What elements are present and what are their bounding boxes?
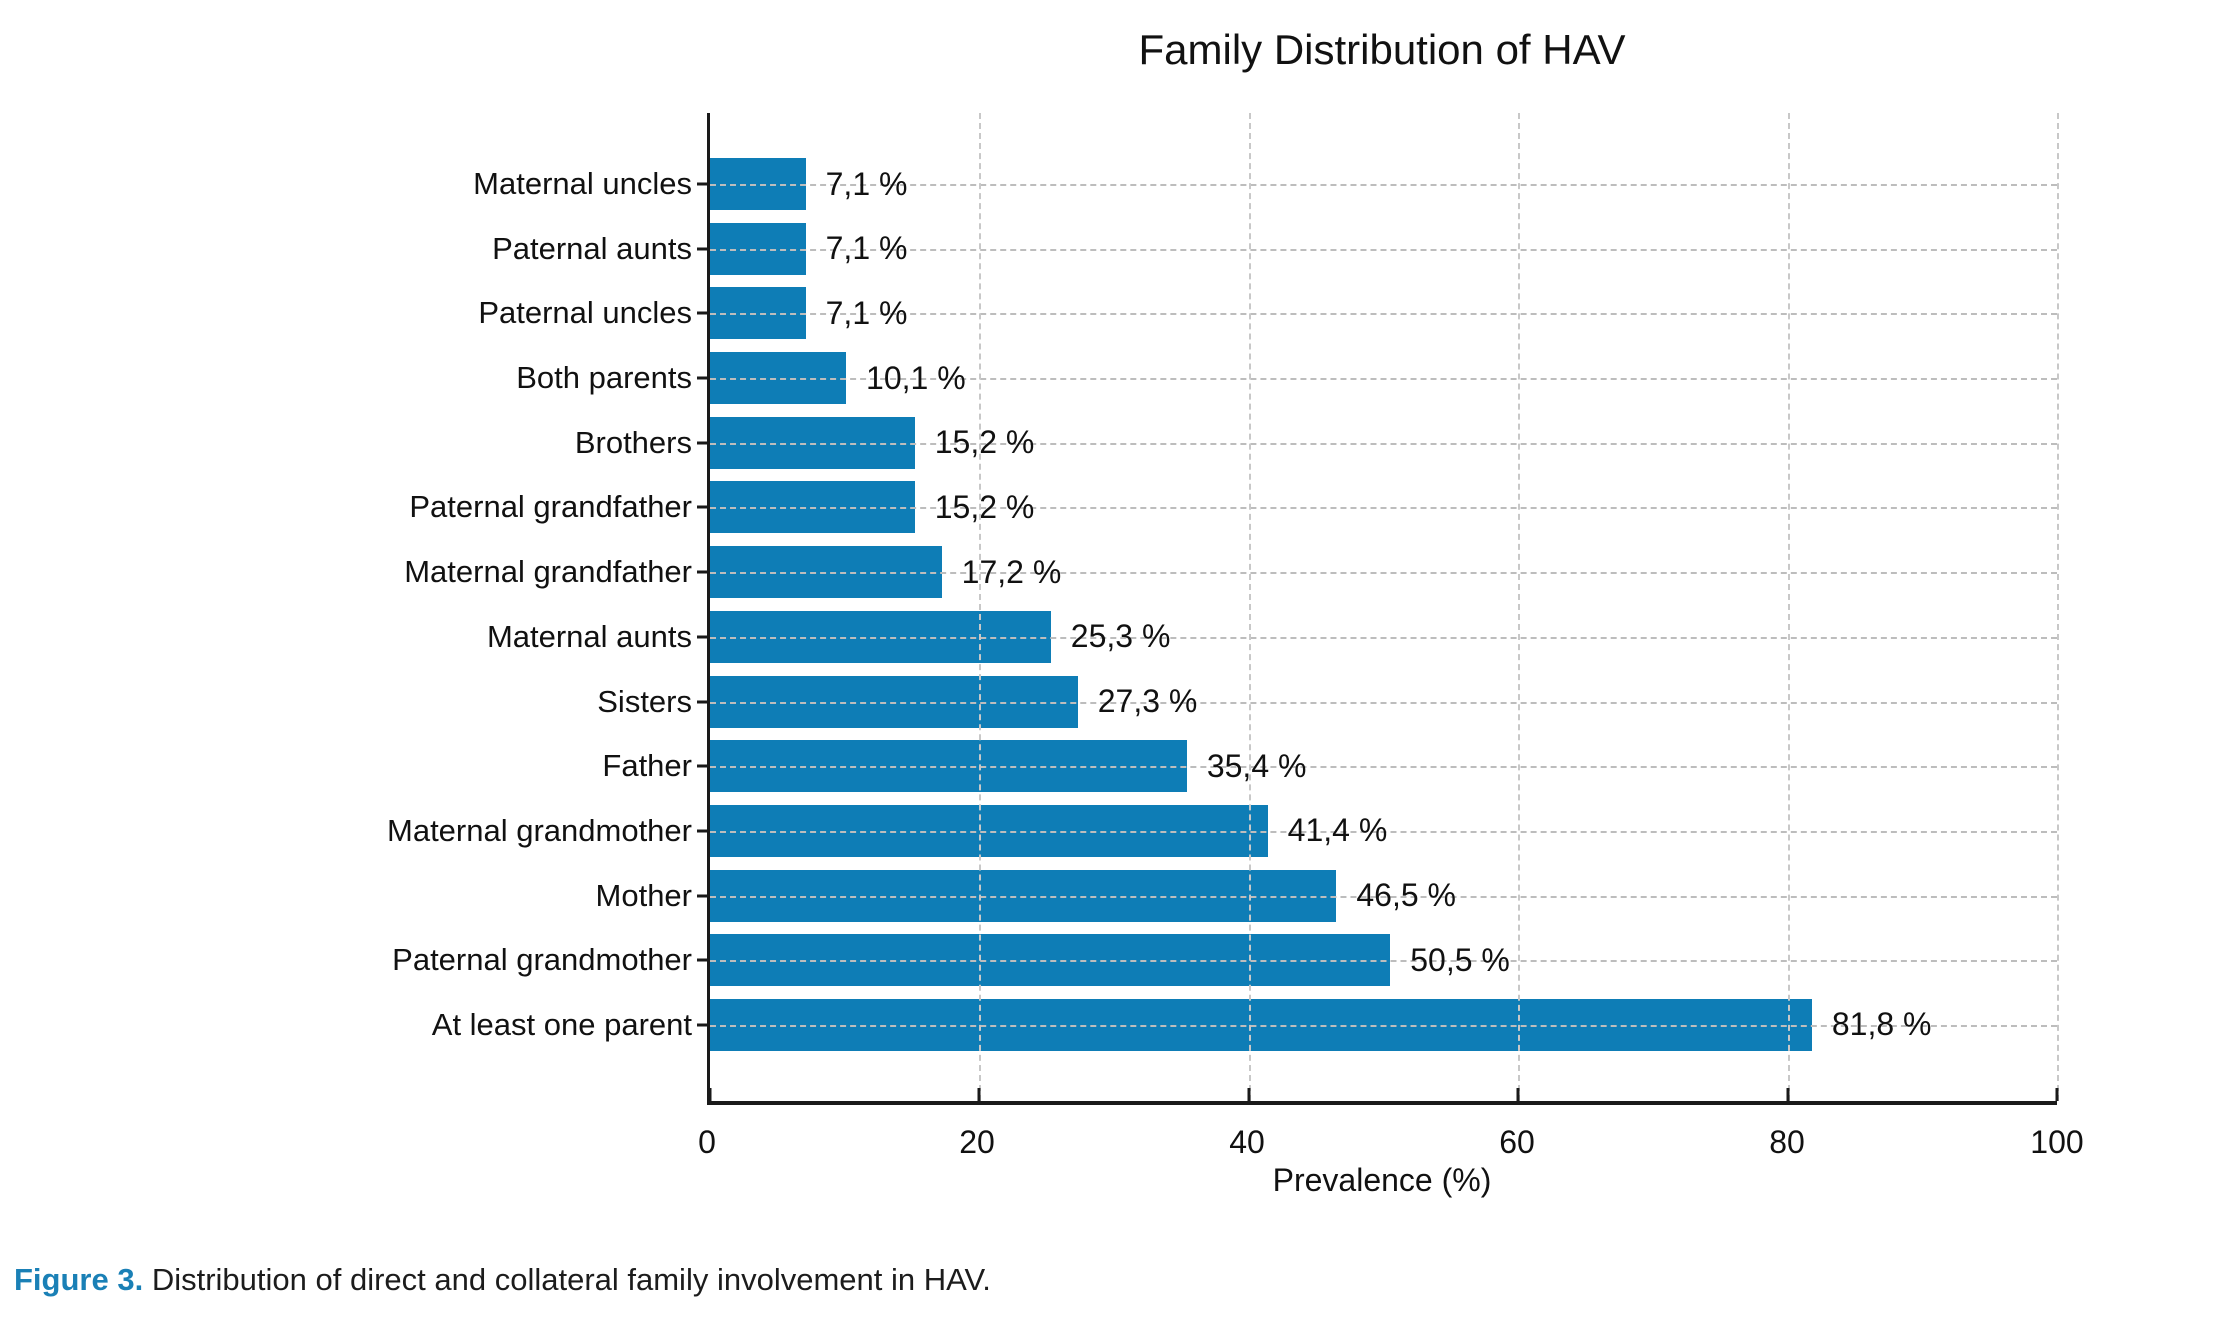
h-gridline — [710, 248, 2057, 251]
y-tick-mark — [697, 247, 709, 251]
y-tick-mark — [697, 570, 709, 574]
figure-caption: Figure 3. Distribution of direct and col… — [14, 1262, 991, 1298]
y-tick-mark — [697, 700, 709, 703]
value-label: 27,3 % — [1097, 683, 1198, 719]
category-label: Brothers — [574, 424, 692, 460]
bar-row: Paternal aunts 7,1 % — [492, 222, 2057, 275]
value-label: 17,2 % — [961, 553, 1062, 590]
x-tick-mark — [977, 1088, 981, 1101]
x-tick-label: 100 — [2030, 1124, 2084, 1160]
h-gridline — [710, 1024, 2057, 1027]
category-label: Paternal aunts — [492, 230, 692, 266]
x-tick-mark — [1516, 1088, 1520, 1101]
y-tick-mark — [697, 376, 709, 380]
category-label: Father — [602, 748, 692, 784]
value-label: 7,1 % — [825, 165, 908, 202]
value-label: 7,1 % — [825, 230, 908, 267]
y-tick-mark — [697, 311, 709, 315]
bar-row: Paternal grandfather 15,2 % — [409, 481, 2057, 534]
bar-row: Maternal aunts 25,3 % — [487, 610, 2057, 663]
h-gridline — [710, 960, 2057, 963]
h-gridline — [710, 572, 2057, 575]
y-tick-mark — [697, 958, 709, 962]
bar-row: Maternal grandfather 17,2 % — [404, 546, 2057, 599]
x-tick-mark — [2055, 1088, 2059, 1101]
x-tick-label: 60 — [1499, 1124, 1535, 1160]
category-label: At least one parent — [431, 1006, 692, 1042]
value-label: 10,1 % — [866, 359, 966, 396]
value-label: 7,1 % — [825, 294, 908, 331]
y-tick-mark — [697, 1023, 709, 1027]
bar-row: Brothers 15,2 % — [575, 416, 2057, 469]
value-label: 25,3 % — [1070, 618, 1171, 655]
bar-row: Both parents 10,1 % — [516, 352, 2057, 405]
y-tick-mark — [697, 635, 709, 639]
v-gridline — [1248, 113, 1251, 1101]
h-gridline — [710, 442, 2057, 445]
x-tick-mark — [1247, 1088, 1251, 1101]
x-tick-label: 80 — [1769, 1124, 1805, 1160]
x-tick-label: 20 — [959, 1124, 995, 1160]
h-gridline — [710, 701, 2057, 704]
x-tick-mark — [1786, 1088, 1790, 1101]
plot-area: Maternal uncles 7,1 % Paternal aunts 7,1… — [387, 113, 2059, 1105]
v-gridline — [979, 113, 982, 1101]
bar-row: Mother 46,5 % — [596, 869, 2057, 922]
y-tick-mark — [697, 764, 709, 768]
category-label: Maternal aunts — [486, 618, 692, 654]
category-label: Maternal grandfather — [404, 554, 692, 590]
value-label: 81,8 % — [1831, 1006, 1932, 1043]
category-label: Maternal uncles — [473, 166, 692, 201]
v-gridline — [1787, 113, 1790, 1101]
v-gridline — [1518, 113, 1521, 1101]
category-label: Maternal grandmother — [387, 812, 692, 848]
chart-title: Family Distribution of HAV — [1138, 26, 1626, 73]
category-label: Paternal uncles — [478, 295, 692, 331]
category-label: Paternal grandmother — [392, 942, 692, 978]
h-gridline — [710, 830, 2057, 833]
value-label: 15,2 % — [934, 424, 1035, 461]
bar-row: Paternal uncles 7,1 % — [478, 287, 2057, 340]
bar-row: Maternal uncles 7,1 % — [473, 158, 2057, 210]
h-gridline — [710, 378, 2057, 381]
figure-caption-number: Figure 3. — [14, 1262, 144, 1297]
x-axis-tick-labels: 0 20 40 60 80 100 — [698, 1124, 2084, 1164]
y-tick-mark — [697, 505, 709, 509]
bar-row: At least one parent 81,8 % — [432, 998, 2057, 1051]
value-label: 46,5 % — [1356, 877, 1456, 914]
value-label: 41,4 % — [1287, 812, 1388, 849]
bar-row: Father 35,4 % — [602, 740, 2057, 793]
h-gridline — [710, 636, 2057, 639]
y-tick-mark — [697, 829, 709, 833]
h-gridline — [710, 507, 2057, 510]
v-gridline — [2057, 113, 2059, 1101]
h-gridline — [710, 766, 2057, 769]
figure-caption-text: Distribution of direct and collateral fa… — [143, 1262, 991, 1297]
value-label: 35,4 % — [1206, 747, 1307, 784]
h-gridline — [710, 895, 2057, 898]
category-label: Sisters — [597, 683, 692, 719]
h-gridline — [710, 184, 2057, 186]
y-tick-mark — [697, 182, 709, 186]
value-label: 50,5 % — [1410, 941, 1510, 978]
y-tick-mark — [697, 894, 709, 898]
x-tick-label: 0 — [698, 1124, 716, 1160]
bar-row: Maternal grandmother 41,4 % — [387, 804, 2057, 857]
h-gridline — [710, 313, 2057, 316]
value-label: 15,2 % — [934, 488, 1035, 525]
x-tick-label: 40 — [1229, 1124, 1265, 1160]
bar-rows: Maternal uncles 7,1 % Paternal aunts 7,1… — [387, 113, 2057, 1101]
category-label: Both parents — [516, 360, 692, 396]
x-tick-mark — [708, 1088, 712, 1101]
x-axis-label: Prevalence (%) — [1272, 1162, 1492, 1198]
category-label: Mother — [595, 877, 692, 913]
y-tick-mark — [697, 441, 709, 445]
category-label: Paternal grandfather — [409, 489, 692, 525]
bar-row: Sisters 27,3 % — [597, 675, 2057, 728]
bar-row: Paternal grandmother 50,5 % — [392, 934, 2057, 987]
